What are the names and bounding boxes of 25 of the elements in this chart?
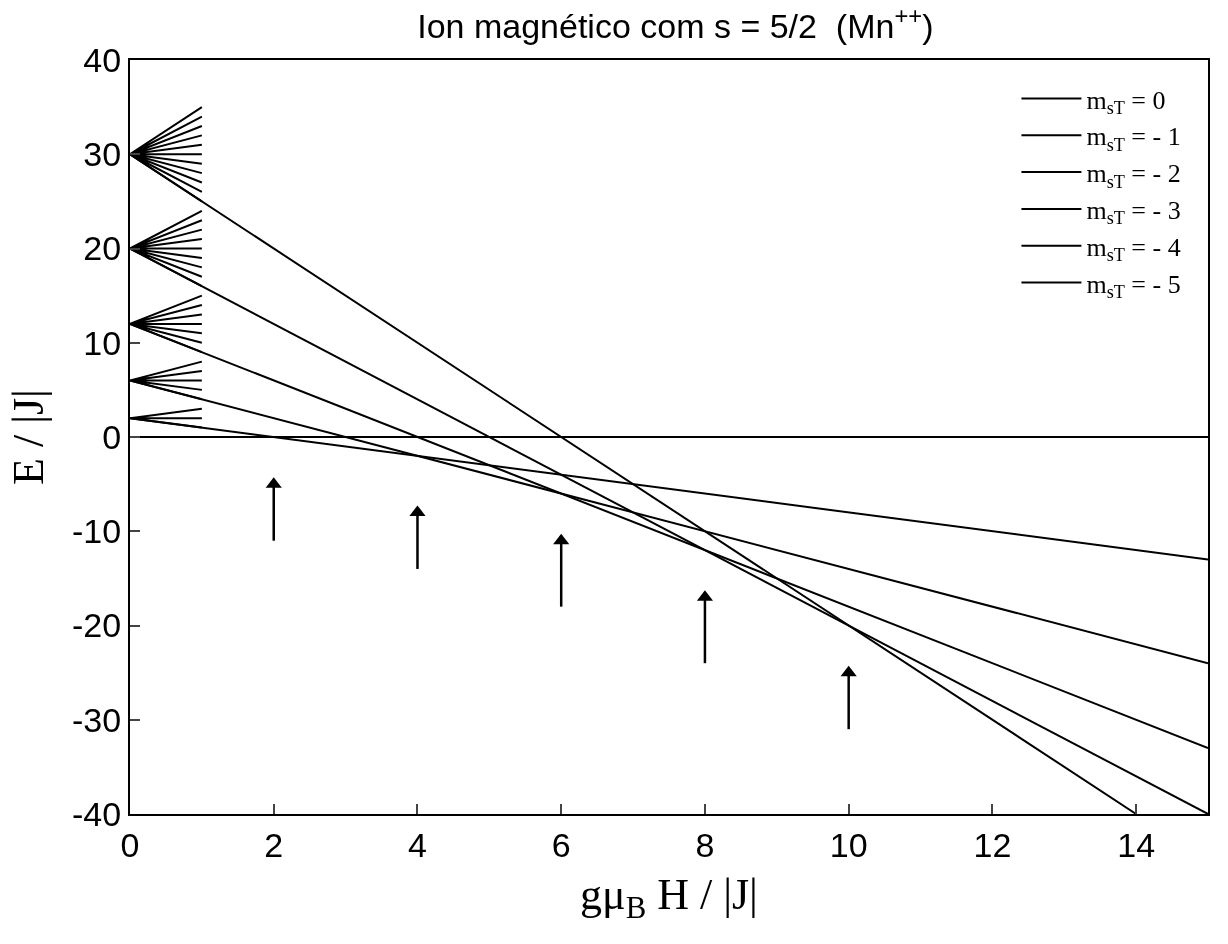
x-tick-label: 10: [829, 825, 868, 864]
x-tick-label: 12: [973, 825, 1012, 864]
y-tick-label: 10: [83, 323, 122, 362]
x-tick-label: 4: [408, 825, 427, 864]
legend-label: m$_{sT}$ = - 5: [1086, 269, 1181, 303]
x-tick-label: 14: [1117, 825, 1156, 864]
legend-label: m$_{sT}$ = 0: [1086, 85, 1166, 119]
legend-label: m$_{sT}$ = - 2: [1086, 159, 1181, 192]
x-tick-label: 6: [551, 825, 571, 864]
legend-label: m$_{sT}$ = - 4: [1086, 232, 1181, 266]
y-tick-label: 30: [83, 135, 122, 174]
y-axis-title: E / |J|: [3, 389, 53, 485]
x-tick-label: 2: [264, 825, 284, 864]
legend-label: m$_{sT}$ = - 1: [1086, 122, 1181, 155]
y-tick-label: -10: [72, 512, 122, 551]
y-tick-label: 20: [83, 229, 122, 268]
y-tick-label: -40: [72, 794, 122, 833]
y-tick-label: -30: [72, 700, 122, 739]
x-tick-label: 8: [695, 825, 715, 864]
y-tick-label: 0: [102, 417, 122, 456]
chart-title: Ion magnético com s = 5/2 (Mn$^{++}$): [417, 1, 934, 45]
y-tick-label: -20: [72, 606, 122, 645]
legend-label: m$_{sT}$ = - 3: [1086, 196, 1181, 229]
x-axis-title: gμ$_{B}$ H / |J|: [580, 869, 758, 925]
y-tick-label: 40: [83, 40, 122, 79]
